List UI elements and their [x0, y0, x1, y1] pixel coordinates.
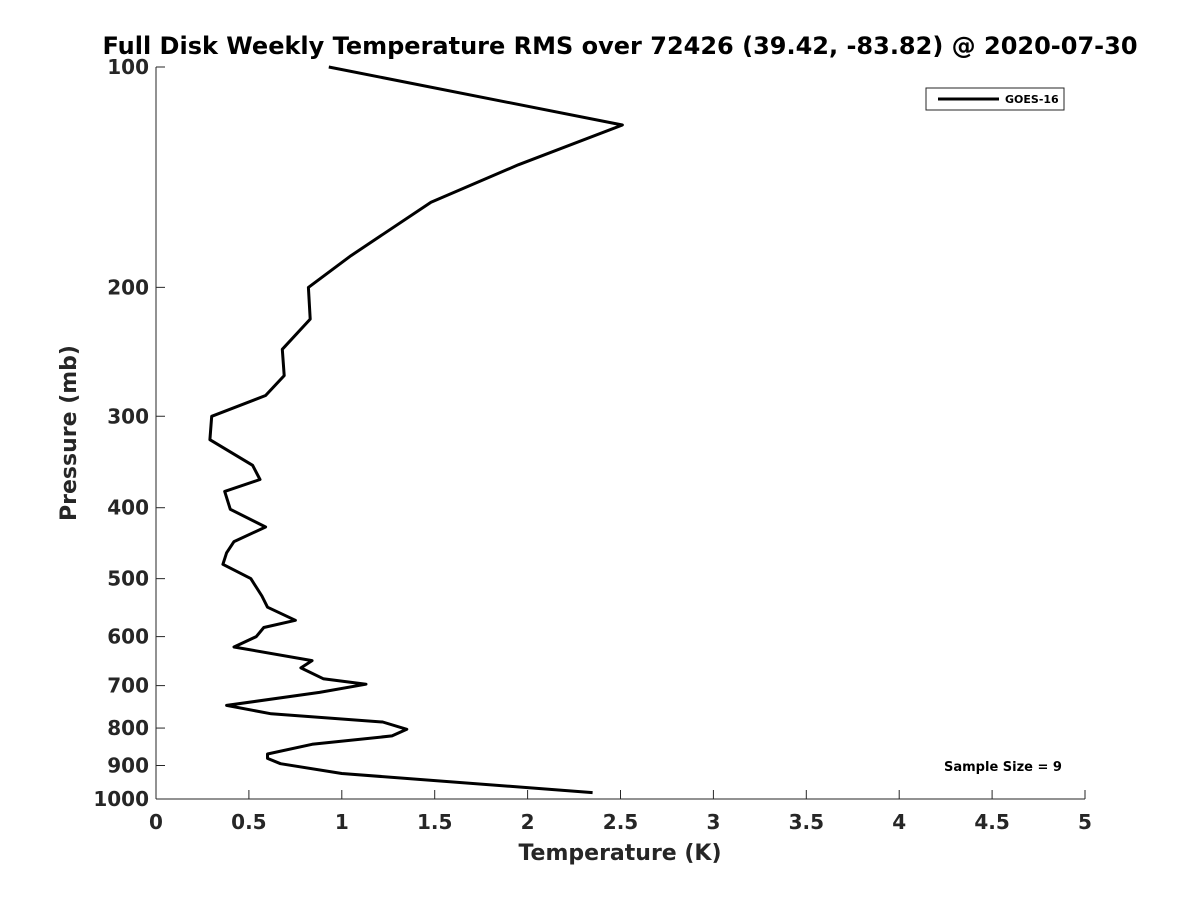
- y-tick-label: 1000: [93, 787, 149, 811]
- y-tick-label: 500: [107, 567, 149, 591]
- x-tick-label: 2: [521, 810, 535, 834]
- chart-title: Full Disk Weekly Temperature RMS over 72…: [102, 32, 1137, 60]
- y-tick-label: 200: [107, 275, 149, 299]
- y-tick-label: 800: [107, 716, 149, 740]
- x-tick-label: 3.5: [789, 810, 824, 834]
- y-tick-label: 100: [107, 55, 149, 79]
- x-tick-label: 0: [149, 810, 163, 834]
- y-tick-label: 600: [107, 625, 149, 649]
- series-layer: [208, 65, 624, 795]
- y-tick-label: 700: [107, 674, 149, 698]
- y-ticks: 100 200 300 400 500 600 700 800 900 1000: [93, 55, 165, 811]
- y-tick-label: 300: [107, 404, 149, 428]
- sample-size-annotation: Sample Size = 9: [944, 760, 1062, 775]
- legend-label-goes16: GOES-16: [1005, 93, 1059, 106]
- x-tick-label: 0.5: [231, 810, 266, 834]
- x-axis-label: Temperature (K): [518, 841, 721, 866]
- x-tick-label: 4.5: [974, 810, 1009, 834]
- x-ticks: 0 0.5 1 1.5 2 2.5 3 3.5 4 4.5 5: [149, 790, 1092, 834]
- y-tick-label: 400: [107, 496, 149, 520]
- plot-area: [156, 67, 1085, 799]
- x-tick-label: 1: [335, 810, 349, 834]
- x-tick-label: 2.5: [603, 810, 638, 834]
- series-line-goes16: [208, 65, 624, 795]
- y-axis-label: Pressure (mb): [57, 345, 82, 521]
- x-tick-label: 1.5: [417, 810, 452, 834]
- legend: GOES-16: [925, 87, 1065, 111]
- x-tick-label: 3: [706, 810, 720, 834]
- x-tick-label: 4: [892, 810, 906, 834]
- y-tick-label: 900: [107, 754, 149, 778]
- x-tick-label: 5: [1078, 810, 1092, 834]
